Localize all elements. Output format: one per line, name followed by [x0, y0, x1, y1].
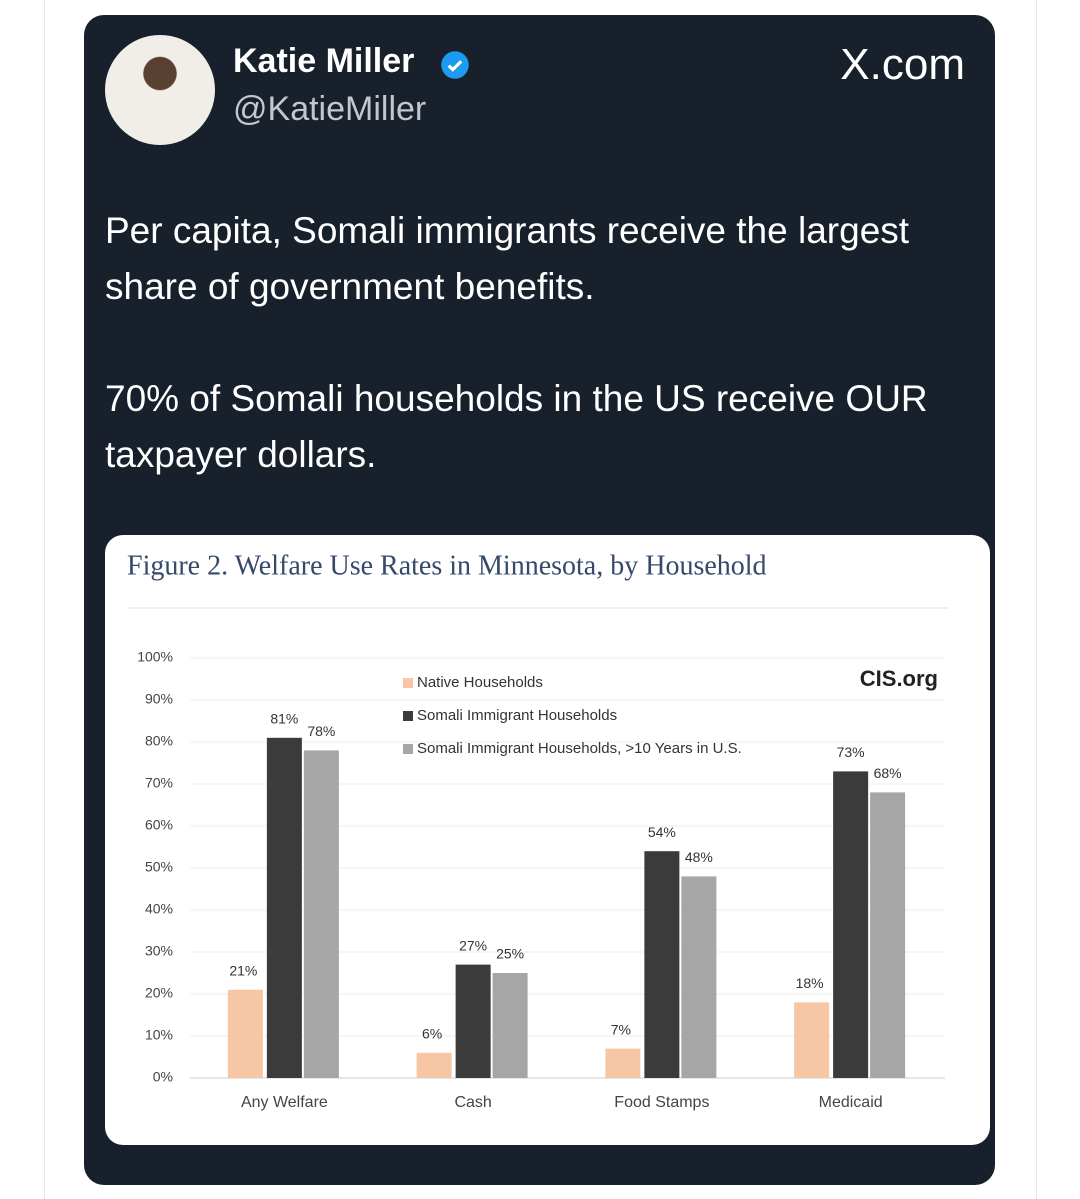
y-tick-label: 90% — [145, 691, 173, 707]
data-label: 73% — [837, 744, 865, 760]
y-tick-label: 30% — [145, 943, 173, 959]
data-label: 21% — [229, 963, 257, 979]
bar — [870, 792, 906, 1078]
bar — [492, 973, 528, 1078]
verified-badge — [441, 51, 469, 79]
author-handle[interactable]: @KatieMiller — [233, 90, 427, 128]
bar — [794, 1002, 830, 1078]
avatar[interactable] — [105, 35, 215, 145]
data-label: 48% — [685, 849, 713, 865]
legend-swatch — [403, 711, 413, 721]
data-label: 78% — [307, 723, 335, 739]
bar — [303, 750, 339, 1078]
y-tick-label: 10% — [145, 1027, 173, 1043]
y-tick-label: 60% — [145, 817, 173, 833]
x-tick-label: Medicaid — [819, 1094, 883, 1111]
data-label: 54% — [648, 824, 676, 840]
source: CIS.org — [860, 666, 938, 691]
y-tick-label: 40% — [145, 901, 173, 917]
chart-card: Figure 2. Welfare Use Rates in Minnesota… — [105, 535, 990, 1145]
bar — [266, 737, 302, 1078]
y-tick-label: 20% — [145, 985, 173, 1001]
y-tick-label: 70% — [145, 775, 173, 791]
y-tick-label: 80% — [145, 733, 173, 749]
x-tick-label: Any Welfare — [241, 1094, 328, 1111]
legend-label: Native Households — [417, 674, 543, 691]
data-label: 27% — [459, 937, 487, 953]
bar — [227, 989, 263, 1078]
data-label: 7% — [611, 1021, 631, 1037]
y-tick-label: 100% — [137, 649, 173, 665]
legend-label: Somali Immigrant Households, >10 Years i… — [417, 740, 742, 757]
y-tick-label: 0% — [153, 1069, 173, 1085]
bar — [833, 771, 869, 1078]
data-label: 6% — [422, 1026, 442, 1042]
site-label: X.com — [840, 40, 965, 89]
tweet-text: Per capita, Somali immigrants receive th… — [105, 203, 965, 539]
legend-swatch — [403, 744, 413, 754]
bar — [644, 851, 680, 1078]
data-label: 81% — [270, 711, 298, 727]
author-name[interactable]: Katie Miller — [233, 42, 415, 80]
border — [1036, 0, 1037, 1199]
bar — [455, 964, 491, 1078]
x-tick-label: Food Stamps — [614, 1094, 709, 1111]
y-tick-label: 50% — [145, 859, 173, 875]
data-label: 25% — [496, 946, 524, 962]
data-label: 68% — [874, 765, 902, 781]
paragraph: 70% of Somali households in the US recei… — [105, 378, 928, 475]
x-tick-label: Cash — [454, 1094, 491, 1111]
bar — [681, 876, 717, 1078]
chart: Figure 2. Welfare Use Rates in Minnesota… — [127, 550, 948, 1111]
bar — [605, 1048, 641, 1078]
bar — [416, 1052, 452, 1078]
legend-swatch — [403, 678, 413, 688]
legend-label: Somali Immigrant Households — [417, 707, 617, 724]
data-label: 18% — [796, 975, 824, 991]
paragraph: Per capita, Somali immigrants receive th… — [105, 210, 910, 307]
chart-title: Figure 2. Welfare Use Rates in Minnesota… — [127, 550, 767, 581]
border — [44, 0, 45, 1199]
